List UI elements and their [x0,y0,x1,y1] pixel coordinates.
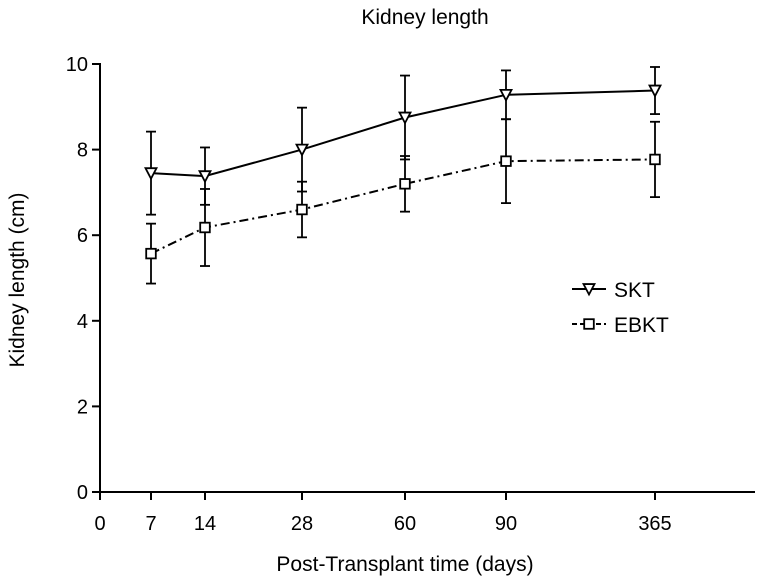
x-tick-label: 365 [638,513,671,535]
y-tick-label: 8 [77,140,88,162]
y-tick-label: 10 [66,54,88,76]
data-point [399,178,411,190]
series-skt [144,66,662,216]
legend-swatch-marker [582,283,596,297]
y-tick-label: 4 [77,311,88,333]
series-layer [144,66,662,285]
data-point [500,155,512,167]
data-point [145,247,157,260]
x-axis-label: Post-Transplant time (days) [276,553,533,576]
data-point [649,153,661,166]
data-point [198,170,212,184]
series-line [150,158,656,255]
axis-ticks: 0 2 4 6 8 10 0 7 14 28 60 90 365 [66,54,672,535]
x-tick-label: 7 [145,513,156,535]
data-point [499,88,513,103]
y-axis-label: Kidney length (cm) [6,192,29,367]
chart-axes [99,63,755,493]
x-tick-label: 28 [291,513,313,535]
data-point [144,167,158,181]
legend-item-ebkt: EBKT [572,314,669,337]
legend-item-skt: SKT [572,279,655,302]
data-point [199,221,211,234]
x-tick-label: 14 [194,513,216,535]
data-point [295,143,309,158]
legend-label: SKT [614,279,655,302]
series-line [150,89,656,178]
data-point [398,111,412,125]
chart-legend: SKT EBKT [572,279,669,337]
x-tick-label: 90 [495,513,517,535]
x-tick-label: 60 [394,513,416,535]
y-tick-label: 6 [77,225,88,247]
data-point [296,203,308,216]
chart-title: Kidney length [361,6,488,29]
x-tick-label: 0 [94,513,105,535]
y-tick-label: 0 [77,482,88,504]
data-point [648,84,662,98]
legend-swatch-marker [583,318,595,330]
y-tick-label: 2 [77,396,88,418]
series-ebkt [145,118,661,285]
legend-label: EBKT [614,314,669,337]
